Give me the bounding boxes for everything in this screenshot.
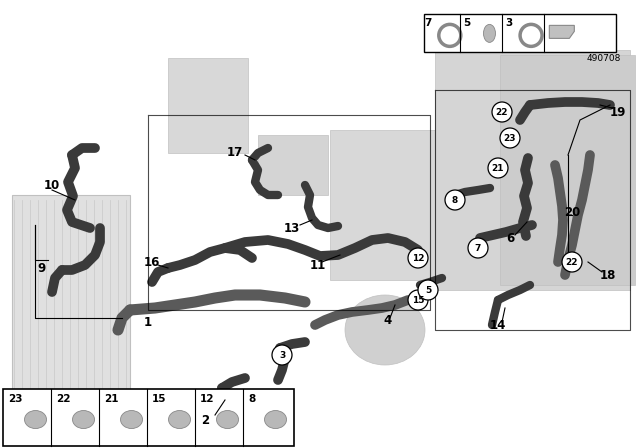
Text: 12: 12: [412, 254, 424, 263]
Text: 10: 10: [44, 178, 60, 191]
Text: 15: 15: [152, 394, 167, 404]
Ellipse shape: [264, 410, 287, 429]
Text: 6: 6: [506, 232, 514, 245]
Text: 13: 13: [284, 221, 300, 234]
Circle shape: [272, 345, 292, 365]
Text: 7: 7: [475, 244, 481, 253]
Text: 21: 21: [104, 394, 119, 404]
Text: 16: 16: [144, 255, 160, 268]
Bar: [330, 130, 440, 280]
Text: 8: 8: [452, 195, 458, 204]
Circle shape: [562, 252, 582, 272]
Ellipse shape: [24, 410, 47, 429]
Ellipse shape: [72, 410, 95, 429]
Text: 17: 17: [227, 146, 243, 159]
Text: 5: 5: [425, 285, 431, 294]
Text: 12: 12: [200, 394, 215, 404]
Text: 18: 18: [600, 268, 616, 281]
Text: 5: 5: [463, 18, 471, 28]
Bar: [500, 55, 635, 285]
Circle shape: [408, 248, 428, 268]
Text: 20: 20: [564, 206, 580, 219]
Text: 3: 3: [505, 18, 513, 28]
Text: 8: 8: [248, 394, 255, 404]
Text: 9: 9: [38, 262, 46, 275]
Bar: [3, 389, 294, 446]
Text: 22: 22: [56, 394, 71, 404]
Circle shape: [408, 290, 428, 310]
Text: 490708: 490708: [586, 54, 621, 63]
Ellipse shape: [168, 410, 191, 429]
Bar: [258, 135, 328, 195]
Text: 23: 23: [8, 394, 23, 404]
Ellipse shape: [216, 410, 239, 429]
Bar: [12, 195, 130, 410]
Polygon shape: [549, 26, 574, 39]
Text: 22: 22: [496, 108, 508, 116]
Text: 2: 2: [201, 414, 209, 426]
Text: 7: 7: [424, 18, 431, 28]
Text: 23: 23: [504, 134, 516, 142]
Text: 19: 19: [610, 105, 626, 119]
Ellipse shape: [120, 410, 143, 429]
Text: 22: 22: [566, 258, 579, 267]
Circle shape: [418, 280, 438, 300]
Circle shape: [468, 238, 488, 258]
Text: 15: 15: [412, 296, 424, 305]
Text: 1: 1: [144, 315, 152, 328]
Bar: [424, 14, 616, 52]
Text: 11: 11: [310, 258, 326, 271]
Ellipse shape: [345, 295, 425, 365]
Text: 21: 21: [492, 164, 504, 172]
Circle shape: [492, 102, 512, 122]
Text: 3: 3: [279, 350, 285, 359]
Bar: [435, 50, 630, 290]
Circle shape: [488, 158, 508, 178]
Ellipse shape: [483, 24, 495, 43]
Text: 14: 14: [490, 319, 506, 332]
Text: 4: 4: [384, 314, 392, 327]
Bar: [168, 58, 248, 153]
Circle shape: [500, 128, 520, 148]
Circle shape: [445, 190, 465, 210]
